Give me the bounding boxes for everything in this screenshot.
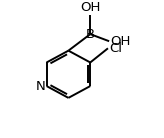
Text: B: B: [86, 28, 95, 41]
Text: OH: OH: [80, 1, 100, 14]
Text: N: N: [36, 80, 45, 93]
Text: Cl: Cl: [109, 42, 122, 55]
Text: OH: OH: [110, 35, 131, 48]
